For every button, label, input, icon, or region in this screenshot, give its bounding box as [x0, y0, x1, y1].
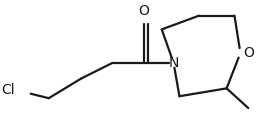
Text: Cl: Cl	[2, 83, 15, 97]
Text: O: O	[139, 4, 150, 18]
Text: N: N	[168, 56, 179, 70]
Text: O: O	[243, 46, 254, 60]
